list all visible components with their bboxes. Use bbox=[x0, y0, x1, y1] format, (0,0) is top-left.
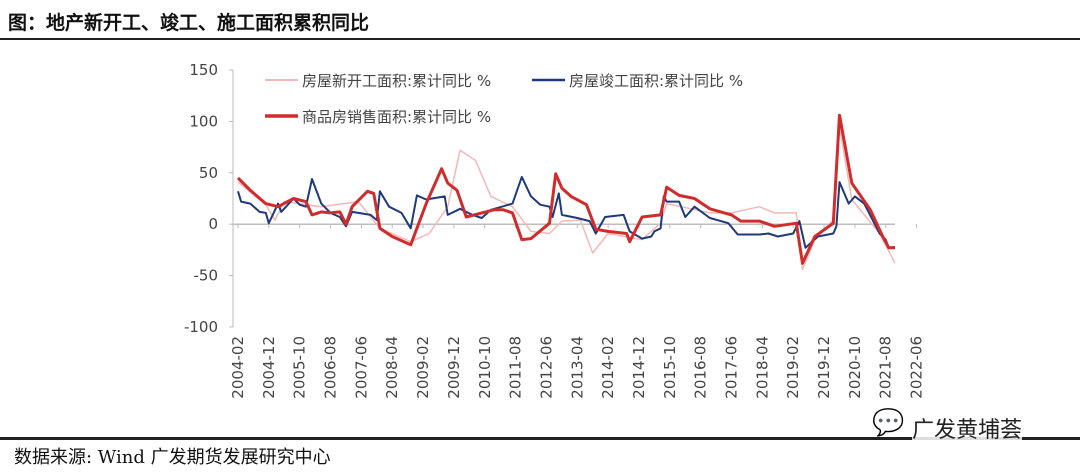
y-tick-label: 0 bbox=[208, 215, 218, 233]
x-tick-label: 2012-06 bbox=[537, 336, 555, 399]
watermark: 广发黄埔荟 bbox=[912, 412, 1023, 444]
x-tick-label: 2010-10 bbox=[476, 336, 494, 399]
legend-label: 房屋新开工面积:累计同比 % bbox=[302, 72, 491, 90]
x-tick-label: 2019-02 bbox=[784, 336, 802, 399]
series-line-2 bbox=[236, 113, 895, 265]
x-tick-label: 2009-12 bbox=[445, 336, 463, 399]
series-line-0 bbox=[237, 125, 896, 271]
x-tick-label: 2017-06 bbox=[723, 336, 741, 399]
title-divider bbox=[0, 38, 1080, 40]
x-tick-label: 2007-06 bbox=[352, 336, 370, 399]
y-tick-label: 50 bbox=[199, 164, 218, 182]
x-tick-label: 2016-08 bbox=[692, 336, 710, 399]
x-tick-label: 2006-08 bbox=[322, 336, 340, 399]
y-tick-label: 150 bbox=[189, 61, 218, 79]
x-tick-label: 2015-10 bbox=[661, 336, 679, 399]
x-tick-label: 2019-12 bbox=[815, 336, 833, 399]
x-tick-label: 2018-04 bbox=[753, 336, 771, 399]
series-line-1 bbox=[237, 175, 896, 249]
figure-title: 图：地产新开工、竣工、施工面积累积同比 bbox=[8, 12, 370, 34]
x-tick-label: 2021-08 bbox=[877, 336, 895, 399]
x-tick-label: 2009-02 bbox=[414, 336, 432, 399]
legend-label: 商品房销售面积:累计同比 % bbox=[302, 108, 491, 126]
y-tick-label: -50 bbox=[194, 267, 219, 285]
x-tick-label: 2008-04 bbox=[383, 336, 401, 399]
data-source: 数据来源: Wind 广发期货发展研究中心 bbox=[14, 447, 331, 468]
x-tick-label: 2005-10 bbox=[291, 336, 309, 399]
x-tick-label: 2013-04 bbox=[568, 336, 586, 399]
x-tick-label: 2004-12 bbox=[260, 336, 278, 399]
x-tick-label: 2014-02 bbox=[599, 336, 617, 399]
x-tick-label: 2020-10 bbox=[846, 336, 864, 399]
x-tick-label: 2011-08 bbox=[507, 336, 525, 399]
x-tick-label: 2014-12 bbox=[630, 336, 648, 399]
legend-label: 房屋竣工面积:累计同比 % bbox=[569, 72, 743, 90]
x-tick-label: 2022-06 bbox=[908, 336, 926, 399]
footer-divider bbox=[0, 437, 1080, 440]
y-tick-label: 100 bbox=[189, 112, 218, 130]
wechat-icon: 💬 bbox=[872, 408, 905, 438]
y-tick-label: -100 bbox=[184, 318, 218, 336]
x-tick-label: 2004-02 bbox=[229, 336, 247, 399]
